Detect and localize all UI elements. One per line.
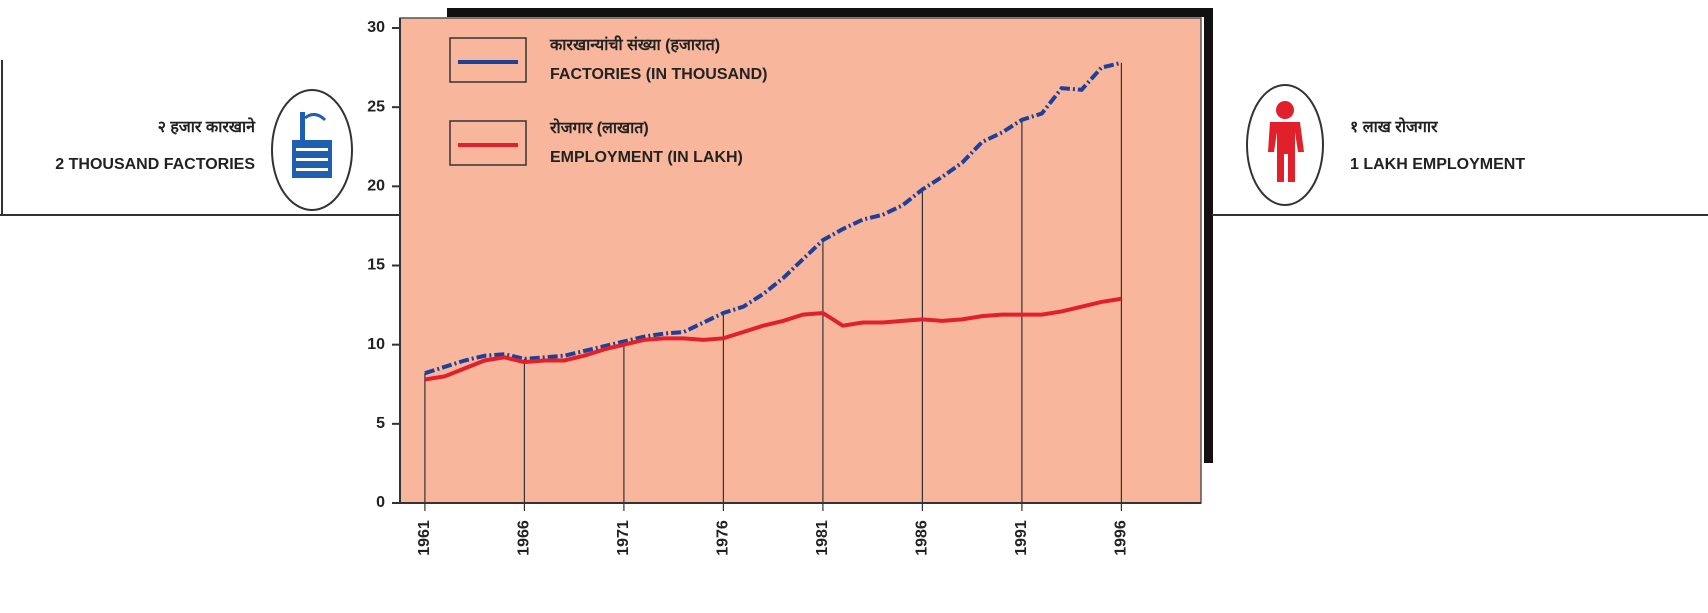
x-tick-label: 1971: [615, 520, 632, 556]
x-tick-label: 1986: [914, 520, 931, 556]
series-line: [424, 60, 1122, 376]
annotation: 1 LAKH EMPLOYMENT: [1350, 156, 1525, 173]
series-line: [424, 296, 1122, 382]
annotation: २ हजार कारखाने: [158, 117, 256, 136]
frame-bar: [1204, 8, 1213, 463]
x-tick-label: 1996: [1113, 520, 1130, 556]
factory-icon: [292, 112, 332, 178]
x-tick-label: 1981: [814, 520, 831, 556]
legend-box: [449, 120, 527, 166]
y-tick-label: 15: [367, 257, 385, 274]
y-tick-label: 25: [367, 98, 385, 115]
annotation: 2 THOUSAND FACTORIES: [55, 156, 255, 173]
x-tick-label: 1991: [1013, 520, 1030, 556]
y-tick-label: 20: [367, 178, 385, 195]
frame-bar: [447, 8, 1212, 17]
legend-box: [449, 37, 527, 83]
x-tick-label: 1961: [416, 520, 433, 556]
y-tick-label: 0: [376, 494, 385, 511]
annotation: १ लाख रोजगार: [1350, 117, 1439, 136]
y-tick-label: 5: [376, 415, 385, 432]
person-icon: [1268, 101, 1304, 182]
legend-label: कारखान्यांची संख्या (हजारात): [549, 35, 720, 54]
x-tick-label: 1966: [516, 520, 533, 556]
legend-label: रोजगार (लाखात): [549, 118, 649, 137]
x-tick-label: 1976: [715, 520, 732, 556]
legend-label: FACTORIES (IN THOUSAND): [550, 66, 767, 83]
y-tick-label: 30: [367, 19, 385, 36]
legend-label: EMPLOYMENT (IN LAKH): [550, 149, 743, 166]
y-tick-label: 10: [367, 336, 385, 353]
